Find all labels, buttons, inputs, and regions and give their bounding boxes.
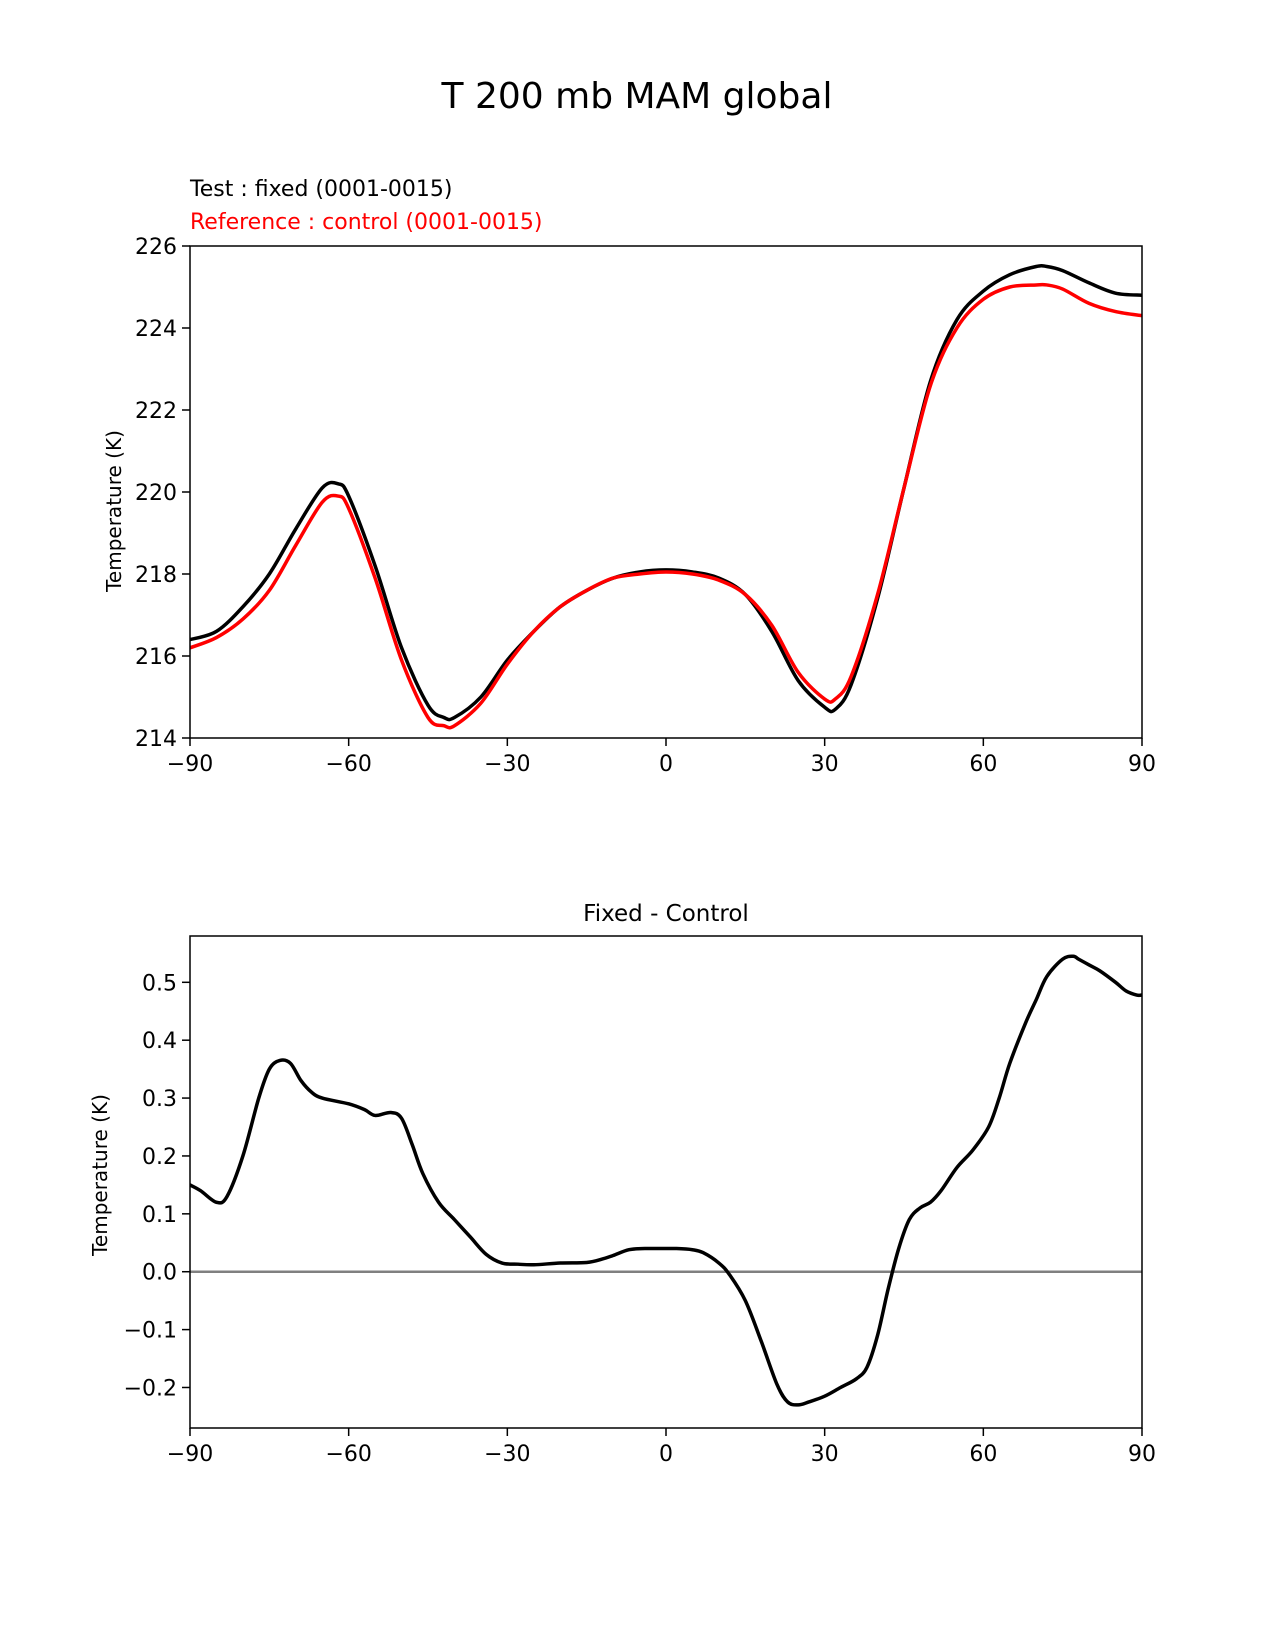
x-tick-label: 90 (1128, 752, 1156, 777)
figure-title: T 200 mb MAM global (441, 76, 833, 117)
top-chart-ylabel: Temperature (K) (102, 430, 126, 593)
y-tick-label: −0.1 (124, 1319, 177, 1344)
top-chart: Test : fixed (0001-0015) Reference : con… (102, 177, 1156, 777)
x-tick-label: −90 (167, 752, 213, 777)
bottom-chart-title: Fixed - Control (583, 901, 749, 927)
y-tick-label: 216 (135, 645, 177, 670)
series-line-reference (190, 282, 1142, 730)
x-tick-label: 30 (811, 1442, 839, 1467)
bottom-chart: Fixed - Control Temperature (K) −90 −60 −3… (88, 901, 1156, 1467)
x-tick-label: −30 (484, 752, 530, 777)
bottom-chart-axes: −90 −60 −30 0 30 60 90 −0.2 −0.1 0.0 0.1 0.2 0.3 0.4 0… (124, 935, 1156, 1467)
x-tick-label: 0 (659, 752, 673, 777)
x-tick-label: 30 (811, 752, 839, 777)
legend-reference: Reference : control (0001-0015) (190, 210, 543, 235)
bottom-chart-series (190, 954, 1142, 1407)
y-tick-label: 0.2 (142, 1145, 177, 1170)
y-tick-label: 218 (135, 563, 177, 588)
x-tick-label: −60 (325, 1442, 371, 1467)
y-tick-label: −0.2 (124, 1376, 177, 1401)
x-tick-label: 60 (969, 752, 997, 777)
y-tick-label: 0.1 (142, 1203, 177, 1228)
y-tick-label: 222 (135, 399, 177, 424)
y-tick-label: 214 (135, 727, 177, 752)
y-tick-label: 224 (135, 317, 177, 342)
top-chart-series (190, 263, 1142, 730)
x-tick-label: 0 (659, 1442, 673, 1467)
y-tick-label: 220 (135, 481, 177, 506)
x-tick-label: −90 (167, 1442, 213, 1467)
x-tick-label: 60 (969, 1442, 997, 1467)
series-line-0 (190, 954, 1142, 1407)
x-tick-label: 90 (1128, 1442, 1156, 1467)
legend-test: Test : fixed (0001-0015) (189, 177, 453, 202)
top-chart-axes: −90 −60 −30 0 30 60 90 214 216 218 220 222 224 226 (135, 235, 1156, 777)
series-line-test (190, 263, 1142, 722)
y-tick-label: 0.5 (142, 971, 177, 996)
x-tick-label: −30 (484, 1442, 530, 1467)
y-tick-label: 226 (135, 235, 177, 260)
plot-area (190, 954, 1142, 1407)
y-tick-label: 0.3 (142, 1087, 177, 1112)
plot-area (190, 263, 1142, 730)
bottom-chart-ylabel: Temperature (K) (88, 1094, 112, 1257)
y-tick-label: 0.4 (142, 1029, 177, 1054)
x-tick-label: −60 (325, 752, 371, 777)
y-tick-label: 0.0 (142, 1261, 177, 1286)
